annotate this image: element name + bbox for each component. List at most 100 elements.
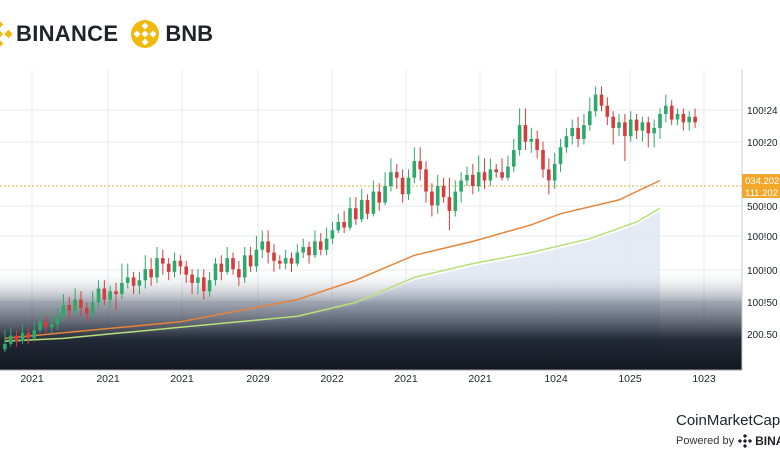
candle — [576, 116, 580, 148]
candle-body — [681, 114, 686, 123]
candle — [120, 263, 124, 300]
binance-logo-icon — [0, 21, 12, 47]
candle-body — [605, 105, 610, 117]
candle-body — [190, 274, 194, 283]
candle — [494, 163, 498, 178]
candle — [471, 163, 475, 195]
candle-body — [459, 180, 463, 192]
candle — [155, 246, 159, 283]
candle-body — [184, 266, 188, 275]
candle — [476, 155, 481, 192]
x-tick-label: 2021 — [394, 373, 418, 385]
candle — [213, 258, 218, 286]
candle-body — [272, 252, 276, 261]
candle — [570, 119, 574, 145]
candle-body — [371, 191, 376, 214]
candle — [459, 172, 463, 203]
candle — [605, 97, 610, 126]
candle-body — [365, 199, 370, 214]
candle-body — [576, 127, 580, 139]
candle-body — [669, 105, 674, 120]
candle-body — [155, 258, 159, 278]
candle — [313, 230, 317, 259]
candle — [190, 269, 194, 295]
candle — [523, 108, 528, 151]
candle — [354, 197, 358, 225]
candle-body — [143, 269, 148, 281]
candle-body — [102, 288, 107, 300]
candle — [535, 130, 539, 159]
candle-body — [348, 208, 352, 228]
candle-body — [500, 172, 504, 178]
candle-body — [523, 125, 528, 142]
candle — [582, 114, 586, 145]
x-tick-label: 1025 — [618, 373, 642, 385]
candle-body — [67, 305, 71, 311]
candle-body — [512, 150, 516, 167]
x-tick-label: 2021 — [20, 373, 44, 385]
candle-body — [476, 172, 481, 187]
candle-body — [313, 241, 317, 256]
candle — [44, 316, 48, 333]
price-label-bg — [742, 186, 780, 199]
candle — [365, 194, 370, 220]
candle-body — [535, 138, 539, 150]
candle-body — [90, 302, 95, 314]
candle — [283, 249, 288, 270]
candle — [617, 114, 621, 137]
candle — [219, 255, 224, 281]
brand-header: BINANCE BNB — [0, 14, 213, 54]
x-tick-label: 1023 — [692, 373, 716, 385]
bnb-coin-icon — [131, 20, 160, 48]
candle-body — [254, 249, 259, 267]
candle — [143, 255, 148, 289]
candle-body — [687, 116, 691, 123]
candle — [166, 258, 171, 281]
candle-body — [213, 263, 218, 281]
candle — [664, 94, 668, 123]
candle-body — [172, 260, 177, 272]
candle-body — [283, 258, 288, 264]
candle — [441, 177, 446, 203]
candle — [38, 313, 42, 333]
candle-body — [125, 277, 130, 283]
candle-body — [9, 335, 13, 344]
y-tick-label: 500!00 — [747, 202, 778, 213]
candle — [593, 86, 598, 117]
candle — [67, 296, 71, 319]
candle — [634, 114, 639, 139]
candle — [289, 252, 294, 272]
candle-body — [166, 263, 171, 272]
candle — [453, 180, 458, 217]
candle-body — [161, 258, 165, 264]
candle — [237, 260, 241, 286]
candle — [254, 235, 259, 272]
candle — [406, 169, 411, 200]
price-label: 034.202 — [745, 176, 779, 187]
candle — [389, 158, 393, 192]
candle — [49, 316, 54, 333]
candle — [465, 166, 469, 187]
candle — [14, 330, 19, 347]
candle — [231, 252, 235, 275]
candle-body — [599, 94, 604, 106]
token-name: BNB — [165, 21, 213, 46]
candle — [324, 227, 329, 256]
candle-body — [652, 127, 656, 134]
data-source-label: CoinMarketCap.c — [676, 412, 780, 429]
candle-body — [85, 307, 89, 314]
candle-body — [418, 161, 422, 170]
x-tick-label: 2021 — [96, 373, 120, 385]
candle-body — [389, 172, 393, 187]
candle-body — [237, 269, 241, 278]
candle — [506, 155, 510, 181]
candle-body — [32, 330, 36, 339]
candle-body — [488, 169, 493, 181]
candle-body — [108, 291, 112, 300]
candle-body — [26, 332, 31, 339]
candle — [178, 255, 183, 275]
candle-body — [693, 116, 697, 123]
ma-slow-line — [4, 207, 661, 342]
candle — [131, 271, 136, 295]
candle-body — [342, 222, 346, 228]
